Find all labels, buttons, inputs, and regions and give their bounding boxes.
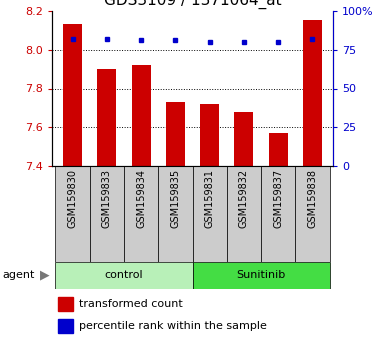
Text: GSM159838: GSM159838	[308, 169, 318, 228]
Text: agent: agent	[2, 270, 34, 280]
Text: GSM159837: GSM159837	[273, 169, 283, 228]
Text: GSM159834: GSM159834	[136, 169, 146, 228]
Bar	[124, 166, 158, 262]
Bar	[227, 166, 261, 262]
Bar	[192, 262, 330, 289]
Bar	[166, 102, 185, 166]
Bar	[55, 166, 90, 262]
Bar	[192, 166, 227, 262]
Text: ▶: ▶	[40, 269, 50, 282]
Bar	[58, 319, 73, 333]
Bar	[90, 166, 124, 262]
Bar	[132, 65, 151, 166]
Bar	[58, 297, 73, 311]
Bar	[261, 166, 295, 262]
Text: control: control	[105, 270, 143, 280]
Bar	[97, 69, 116, 166]
Title: GDS3109 / 1371064_at: GDS3109 / 1371064_at	[104, 0, 281, 9]
Text: Sunitinib: Sunitinib	[236, 270, 286, 280]
Bar	[303, 20, 322, 166]
Text: GSM159831: GSM159831	[205, 169, 214, 228]
Bar	[158, 166, 192, 262]
Text: GSM159832: GSM159832	[239, 169, 249, 228]
Text: transformed count: transformed count	[79, 299, 182, 309]
Bar	[269, 133, 288, 166]
Bar	[200, 104, 219, 166]
Text: GSM159835: GSM159835	[171, 169, 180, 228]
Text: GSM159833: GSM159833	[102, 169, 112, 228]
Bar	[63, 24, 82, 166]
Bar	[55, 262, 192, 289]
Bar	[234, 112, 253, 166]
Bar	[295, 166, 330, 262]
Text: percentile rank within the sample: percentile rank within the sample	[79, 321, 266, 331]
Text: GSM159830: GSM159830	[67, 169, 77, 228]
